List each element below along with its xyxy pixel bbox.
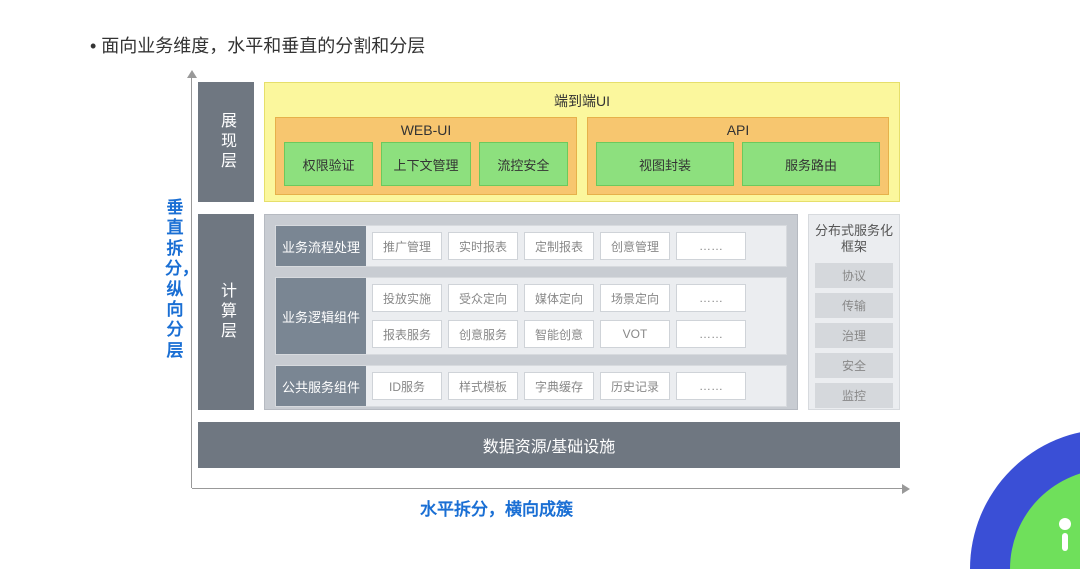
horizontal-axis-label: 水平拆分，横向成簇 <box>420 495 573 520</box>
compute-group-public: 公共服务组件 ID服务 样式模板 字典缓存 历史记录 …… <box>275 365 787 407</box>
compute-item: VOT <box>600 320 670 348</box>
architecture-diagram: 展现层 端到端UI WEB-UI 权限验证 上下文管理 流控安全 API 视图封… <box>198 82 900 468</box>
side-framework-item: 安全 <box>815 353 893 378</box>
presentation-item: 权限验证 <box>284 142 373 186</box>
compute-layer-label: 计算层 <box>198 214 254 410</box>
compute-item: …… <box>676 284 746 312</box>
compute-item: 字典缓存 <box>524 372 594 400</box>
presentation-item: 流控安全 <box>479 142 568 186</box>
compute-item: 受众定向 <box>448 284 518 312</box>
presentation-col-webui: WEB-UI 权限验证 上下文管理 流控安全 <box>275 117 577 195</box>
compute-item: 历史记录 <box>600 372 670 400</box>
compute-item: 实时报表 <box>448 232 518 260</box>
page-title: • 面向业务维度，水平和垂直的分割和分层 <box>90 32 425 58</box>
corner-decoration-icon <box>970 429 1080 569</box>
side-framework: 分布式服务化框架 协议 传输 治理 安全 监控 <box>808 214 900 410</box>
compute-group-logic: 业务逻辑组件 投放实施 受众定向 媒体定向 场景定向 …… 报表服务 创意服务 … <box>275 277 787 355</box>
side-framework-item: 治理 <box>815 323 893 348</box>
presentation-col-api: API 视图封装 服务路由 <box>587 117 889 195</box>
y-axis-arrow-icon <box>187 70 197 78</box>
x-axis-line <box>192 488 904 489</box>
compute-item: …… <box>676 320 746 348</box>
compute-item: 推广管理 <box>372 232 442 260</box>
presentation-col-title: API <box>596 122 880 142</box>
data-layer-row: 数据资源/基础设施 <box>198 422 900 468</box>
data-layer-label: 数据资源/基础设施 <box>198 422 900 468</box>
compute-item: 样式模板 <box>448 372 518 400</box>
compute-layer-row: 计算层 业务流程处理 推广管理 实时报表 定制报表 创意管理 …… 业务逻辑组件 <box>198 214 900 410</box>
y-axis-line <box>191 74 192 488</box>
compute-item: 创意服务 <box>448 320 518 348</box>
vertical-axis-label: 垂直拆分，纵向分层 <box>165 198 185 361</box>
side-framework-item: 协议 <box>815 263 893 288</box>
compute-group-label: 业务流程处理 <box>276 226 366 266</box>
compute-item: …… <box>676 372 746 400</box>
compute-group-label: 业务逻辑组件 <box>276 278 366 354</box>
compute-item: …… <box>676 232 746 260</box>
x-axis-arrow-icon <box>902 484 910 494</box>
side-framework-item: 监控 <box>815 383 893 408</box>
compute-item: 定制报表 <box>524 232 594 260</box>
compute-group-process: 业务流程处理 推广管理 实时报表 定制报表 创意管理 …… <box>275 225 787 267</box>
presentation-item: 上下文管理 <box>381 142 470 186</box>
presentation-item: 视图封装 <box>596 142 734 186</box>
compute-group-label: 公共服务组件 <box>276 366 366 406</box>
presentation-item: 服务路由 <box>742 142 880 186</box>
side-framework-item: 传输 <box>815 293 893 318</box>
compute-item: 报表服务 <box>372 320 442 348</box>
compute-layer-body: 业务流程处理 推广管理 实时报表 定制报表 创意管理 …… 业务逻辑组件 投放实… <box>264 214 798 410</box>
presentation-col-title: WEB-UI <box>284 122 568 142</box>
compute-item: 场景定向 <box>600 284 670 312</box>
compute-item: 媒体定向 <box>524 284 594 312</box>
side-framework-title: 分布式服务化框架 <box>815 221 893 258</box>
presentation-layer-label: 展现层 <box>198 82 254 202</box>
compute-item: 投放实施 <box>372 284 442 312</box>
compute-item: 智能创意 <box>524 320 594 348</box>
presentation-layer-body: 端到端UI WEB-UI 权限验证 上下文管理 流控安全 API 视图封装 服务… <box>264 82 900 202</box>
presentation-outer-title: 端到端UI <box>275 89 889 117</box>
compute-item: ID服务 <box>372 372 442 400</box>
compute-item: 创意管理 <box>600 232 670 260</box>
presentation-layer-row: 展现层 端到端UI WEB-UI 权限验证 上下文管理 流控安全 API 视图封… <box>198 82 900 202</box>
